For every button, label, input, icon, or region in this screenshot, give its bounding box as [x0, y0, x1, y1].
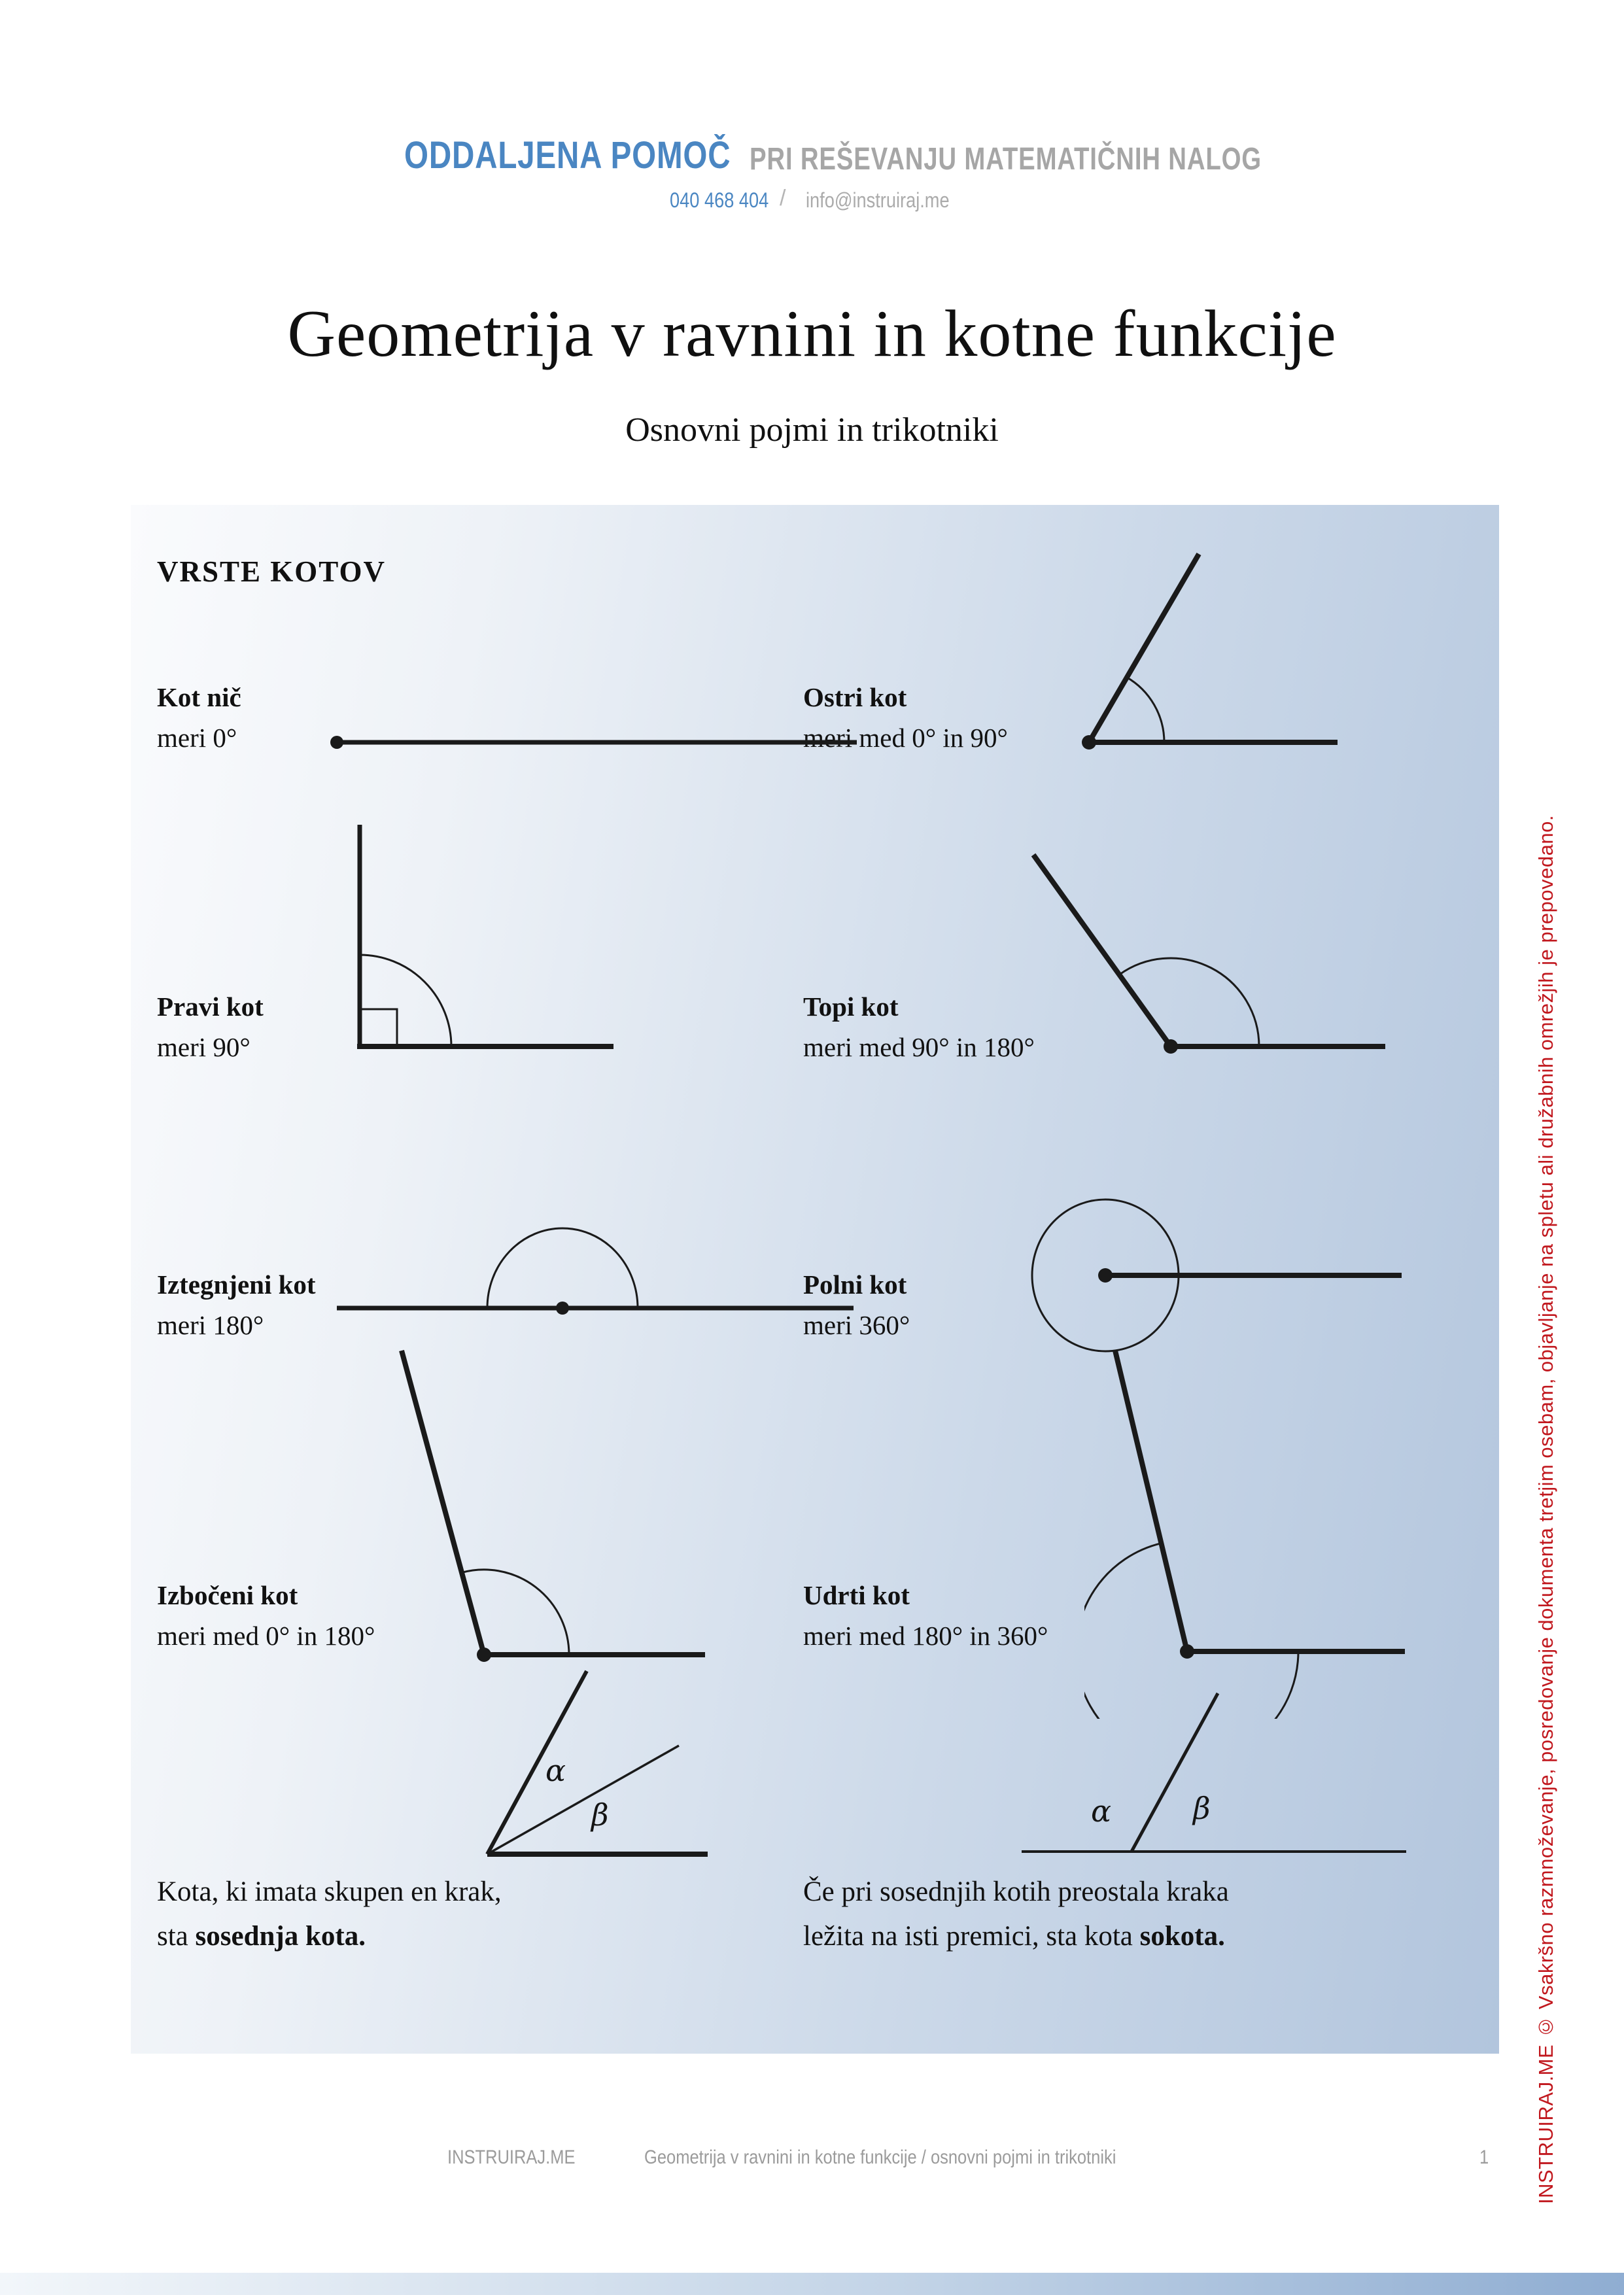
adjacent-alpha-label: α — [545, 1753, 566, 1788]
supplementary-alpha-label: α — [1091, 1793, 1112, 1829]
reflex-slanted-ray — [1113, 1350, 1190, 1652]
angle-name-polni: Polni kot — [803, 1269, 907, 1300]
angle-name-iztegnjeni: Iztegnjeni kot — [157, 1269, 316, 1300]
angle-name-pravi: Pravi kot — [157, 992, 264, 1022]
brand-tagline: PRI REŠEVANJU MATEMATIČNIH NALOG — [750, 142, 1262, 177]
acute-slanted-ray — [1086, 552, 1201, 744]
section-heading: VRSTE KOTOV — [157, 555, 387, 588]
full-angle-diagram — [1031, 1198, 1402, 1353]
supplementary-caption-line1: Če pri sosednjih kotih preostala kraka — [803, 1876, 1229, 1907]
straight-vertex-dot — [556, 1302, 569, 1315]
page-subtitle: Osnovni pojmi in trikotniki — [625, 411, 999, 449]
convex-angle-diagram — [399, 1349, 705, 1662]
acute-angle-diagram — [1082, 552, 1338, 750]
header-separator: / — [780, 186, 786, 211]
angle-name-kot-nic: Kot nič — [157, 682, 241, 712]
content-panel — [131, 505, 1499, 2054]
supplementary-angles-diagram — [1022, 1692, 1406, 1853]
right-angle-square-mark — [360, 1008, 398, 1046]
adjacent-caption-bold: sosednja kota. — [195, 1921, 366, 1952]
straight-angle-diagram — [337, 1227, 854, 1315]
angle-name-udrti: Udrti kot — [803, 1580, 910, 1610]
supplementary-caption-normal: ležita na isti premici, sta kota — [803, 1921, 1140, 1952]
angle-measure-kot-nic: meri 0° — [157, 723, 237, 753]
obtuse-slanted-ray — [1031, 853, 1173, 1048]
adjacent-angles-diagram — [485, 1670, 708, 1857]
full-vertex-dot — [1098, 1268, 1113, 1283]
convex-slanted-ray — [399, 1349, 487, 1656]
angle-measure-ostri: meri med 0° in 90° — [803, 723, 1008, 753]
zero-angle-diagram — [330, 736, 857, 749]
adjacent-middle-ray — [487, 1744, 680, 1855]
adjacent-beta-label: β — [591, 1797, 609, 1833]
acute-angle-arc — [1126, 676, 1166, 743]
bottom-gradient-bar — [0, 2273, 1624, 2295]
obtuse-vertex-dot — [1164, 1039, 1178, 1054]
right-angle-arc — [359, 954, 453, 1047]
footer-doc-title: Geometrija v ravnini in kotne funkcije /… — [644, 2147, 1116, 2168]
adjacent-caption-line1: Kota, ki imata skupen en krak, — [157, 1876, 502, 1907]
phone-number: 040 468 404 — [670, 188, 769, 212]
adjacent-caption-line2: sta sosednja kota. — [157, 1920, 366, 1952]
copyright-watermark: INSTRUIRAJ.ME © Vsakršno razmnoževanje, … — [1534, 815, 1557, 2204]
footer-brand: INSTRUIRAJ.ME — [447, 2147, 576, 2168]
obtuse-angle-diagram — [1031, 853, 1385, 1054]
email-address: info@instruiraj.me — [806, 188, 950, 212]
adjacent-steep-ray — [485, 1670, 589, 1855]
angle-measure-udrti: meri med 180° in 360° — [803, 1621, 1048, 1651]
brand-logo-text: ODDALJENA POMOČ — [404, 134, 731, 177]
angle-measure-izboceni: meri med 0° in 180° — [157, 1621, 375, 1651]
supplementary-slanted-ray — [1130, 1692, 1220, 1853]
page-title: Geometrija v ravnini in kotne funkcije — [287, 297, 1337, 371]
angle-measure-iztegnjeni: meri 180° — [157, 1310, 264, 1340]
supplementary-beta-label: β — [1193, 1791, 1211, 1826]
acute-vertex-dot — [1082, 735, 1096, 750]
convex-angle-arc — [461, 1568, 570, 1655]
adjacent-caption-normal: sta — [157, 1921, 196, 1952]
straight-angle-arc — [486, 1227, 639, 1309]
angle-measure-pravi: meri 90° — [157, 1032, 251, 1062]
angle-name-izboceni: Izbočeni kot — [157, 1580, 298, 1610]
angle-name-topi: Topi kot — [803, 992, 899, 1022]
footer-page-number: 1 — [1479, 2147, 1489, 2168]
right-angle-diagram — [357, 825, 613, 1049]
obtuse-angle-arc — [1118, 957, 1260, 1047]
convex-vertex-dot — [477, 1648, 491, 1662]
reflex-angle-arc — [1084, 1542, 1300, 1719]
angle-measure-polni: meri 360° — [803, 1310, 910, 1340]
reflex-vertex-dot — [1180, 1644, 1194, 1659]
angle-name-ostri: Ostri kot — [803, 682, 907, 712]
reflex-angle-diagram — [1084, 1350, 1405, 1719]
supplementary-caption-bold: sokota. — [1139, 1921, 1225, 1952]
angle-measure-topi: meri med 90° in 180° — [803, 1032, 1035, 1062]
supplementary-caption-line2: ležita na isti premici, sta kota sokota. — [803, 1920, 1225, 1952]
zero-angle-vertex-dot — [330, 736, 343, 749]
